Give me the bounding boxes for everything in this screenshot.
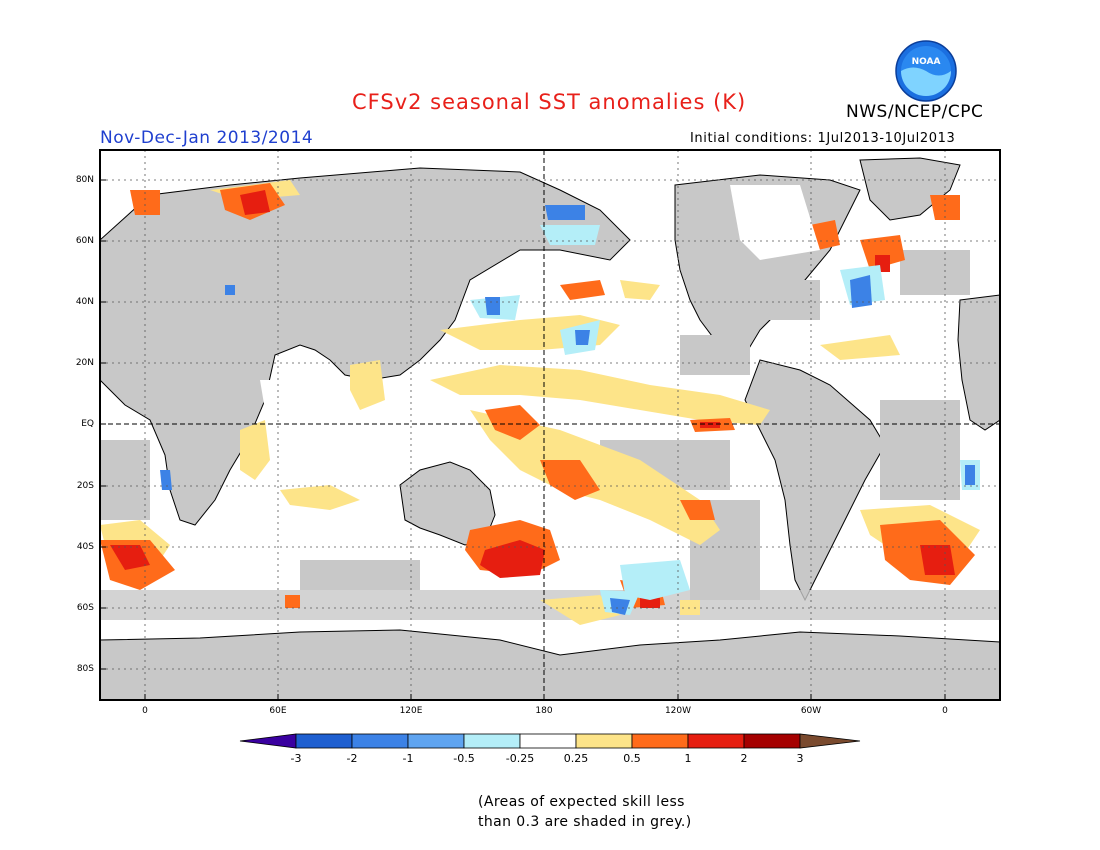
- lat-label: 20S: [62, 481, 94, 491]
- colorbar-low-arrow: [240, 734, 296, 748]
- lon-label: 0: [142, 706, 148, 716]
- lon-label: 60E: [269, 706, 286, 716]
- colorbar-high-arrow: [800, 734, 860, 748]
- colorbar-label: -3: [291, 752, 302, 765]
- colorbar-swatch: [296, 734, 352, 748]
- colorbar-label: 3: [797, 752, 804, 765]
- colorbar-label: 1: [685, 752, 692, 765]
- lat-label: EQ: [62, 419, 94, 429]
- lat-label: 60S: [62, 603, 94, 613]
- colorbar-swatch: [576, 734, 632, 748]
- lon-label: 120E: [400, 706, 423, 716]
- lat-label: 80S: [62, 664, 94, 674]
- sst-anomaly-map: [0, 0, 1100, 850]
- colorbar-label: 2: [741, 752, 748, 765]
- colorbar-label: -1: [403, 752, 414, 765]
- colorbar-label: 0.5: [623, 752, 641, 765]
- lon-label: 180: [535, 706, 552, 716]
- colorbar-swatch: [688, 734, 744, 748]
- colorbar-label: -2: [347, 752, 358, 765]
- lon-label: 0: [942, 706, 948, 716]
- colorbar-swatch: [520, 734, 576, 748]
- colorbar-swatch: [408, 734, 464, 748]
- colorbar: [240, 734, 860, 748]
- footnote-line: than 0.3 are shaded in grey.): [478, 812, 692, 832]
- lat-label: 60N: [62, 236, 94, 246]
- lat-label: 80N: [62, 175, 94, 185]
- lat-label: 20N: [62, 358, 94, 368]
- colorbar-label: -0.25: [506, 752, 534, 765]
- colorbar-swatch: [352, 734, 408, 748]
- colorbar-swatch: [744, 734, 800, 748]
- skill-footnote: (Areas of expected skill less than 0.3 a…: [478, 792, 692, 832]
- colorbar-swatch: [632, 734, 688, 748]
- lon-label: 60W: [801, 706, 821, 716]
- lat-label: 40S: [62, 542, 94, 552]
- colorbar-label: 0.25: [564, 752, 589, 765]
- lon-label: 120W: [665, 706, 691, 716]
- footnote-line: (Areas of expected skill less: [478, 792, 692, 812]
- colorbar-swatch: [464, 734, 520, 748]
- colorbar-label: -0.5: [453, 752, 474, 765]
- lat-label: 40N: [62, 297, 94, 307]
